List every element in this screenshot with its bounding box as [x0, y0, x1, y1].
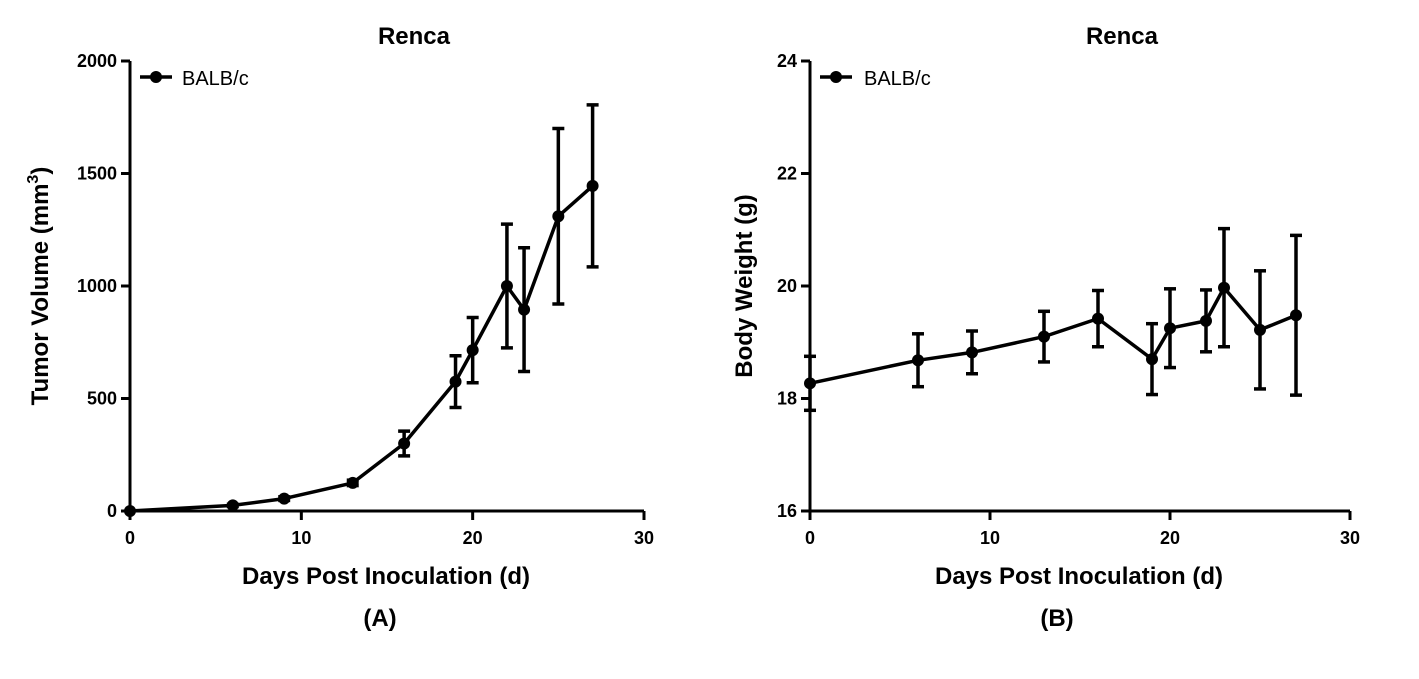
- panel-a-y-tick-label: 1500: [77, 164, 117, 184]
- panel-b-data-point: [1254, 323, 1266, 336]
- panel-b-data-point: [1146, 353, 1158, 366]
- panel-b-y-tick-label: 16: [777, 501, 797, 521]
- panel-a-y-axis-label-sup: 3: [25, 175, 42, 184]
- panel-a-data-point: [124, 505, 136, 517]
- panel-a-data-point: [398, 437, 411, 450]
- panel-b-data-point: [1200, 314, 1212, 327]
- panel-a-data-point: [500, 280, 513, 292]
- panel-a-y-axis-label: Tumor Volume (mm3): [25, 167, 54, 406]
- panel-b-legend-marker-icon: [830, 71, 842, 83]
- panel-a-y-tick-label: 500: [87, 389, 117, 409]
- panel-b-y-tick-label: 18: [777, 389, 797, 409]
- panel-b-legend-label: BALB/c: [864, 68, 931, 90]
- panel-a-data-point: [518, 303, 531, 316]
- panel-b-label: (B): [1040, 605, 1073, 632]
- panel-a-x-tick-label: 30: [634, 528, 654, 548]
- panel-b-axes: 16 18 20 22 24 0 10 20 30: [777, 51, 1360, 548]
- panel-a-marks: [124, 103, 599, 517]
- panel-a-chart: Renca Days Post Inoculation (d) Tumor Vo…: [25, 23, 654, 632]
- panel-a-y-axis-label-main: Tumor Volume (mm: [27, 184, 54, 406]
- panel-b-data-point: [1164, 322, 1176, 335]
- panel-a-label: (A): [363, 605, 396, 632]
- panel-a-x-tick-label: 20: [463, 528, 483, 548]
- panel-a-y-tick-label: 2000: [77, 51, 117, 71]
- panel-b-x-tick-label: 20: [1160, 528, 1180, 548]
- panel-a-y-tick-label: 1000: [77, 276, 117, 296]
- panel-b-y-tick-label: 22: [777, 164, 797, 184]
- panel-a-x-tick-label: 0: [125, 528, 135, 548]
- panel-a-legend: BALB/c: [140, 68, 249, 90]
- panel-b-data-point: [1290, 309, 1302, 322]
- panel-b-x-axis-label: Days Post Inoculation (d): [935, 563, 1223, 590]
- panel-b-data-point: [1038, 330, 1050, 343]
- panel-a-data-point: [226, 499, 239, 512]
- panel-b-data-point: [912, 354, 924, 367]
- panel-b-data-point: [1218, 281, 1230, 294]
- panel-a-legend-label: BALB/c: [182, 68, 249, 90]
- panel-a-data-point: [466, 344, 479, 357]
- panel-a-data-point: [278, 492, 291, 505]
- panel-b-x-tick-label: 30: [1340, 528, 1360, 548]
- panel-a-x-axis-label: Days Post Inoculation (d): [242, 563, 530, 590]
- panel-b-title: Renca: [1086, 23, 1159, 50]
- panel-a-y-axis-label-close: ): [27, 167, 54, 175]
- panel-a-data-point: [346, 476, 359, 489]
- panel-a-data-point: [552, 210, 565, 223]
- panel-b-data-point: [804, 377, 816, 390]
- panel-a-data-point: [586, 179, 599, 192]
- panel-a-data-point: [449, 375, 462, 388]
- panel-b-marks: [804, 226, 1302, 413]
- panel-b-legend: BALB/c: [820, 68, 931, 90]
- panel-b-x-tick-label: 10: [980, 528, 1000, 548]
- panel-a-title: Renca: [378, 23, 451, 50]
- panel-b-data-point: [1092, 312, 1104, 325]
- panel-a-axes: 0 500 1000 1500 2000 0 10 20 30: [77, 51, 654, 548]
- panel-a-y-tick-label: 0: [107, 501, 117, 521]
- panel-b-y-tick-label: 20: [777, 276, 797, 296]
- panel-b-chart: Renca Days Post Inoculation (d) Body Wei…: [731, 23, 1360, 632]
- panel-a-x-tick-label: 10: [291, 528, 311, 548]
- panel-b-y-axis-label: Body Weight (g): [731, 194, 758, 378]
- panel-b-y-tick-label: 24: [777, 51, 797, 71]
- panel-b-data-point: [966, 346, 978, 359]
- panel-b-x-tick-label: 0: [805, 528, 815, 548]
- panel-a-legend-marker-icon: [150, 71, 162, 83]
